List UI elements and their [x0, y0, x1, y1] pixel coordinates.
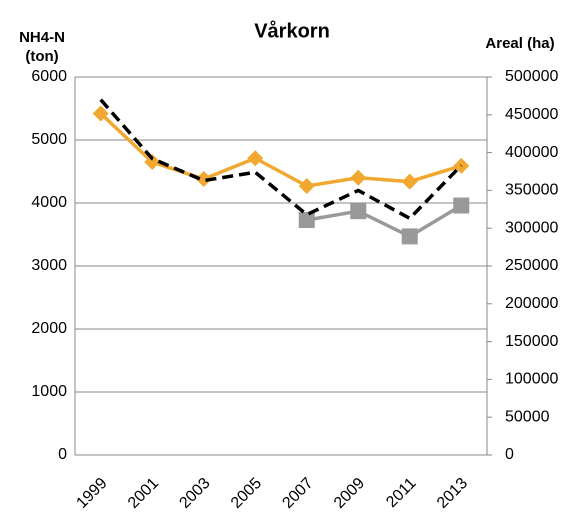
y-tick-label: 6000 — [31, 68, 67, 85]
y2-tick-label: 500000 — [505, 68, 558, 85]
y-tick-label: 0 — [58, 446, 67, 463]
series-line — [99, 112, 462, 188]
x-tick-label: 2011 — [383, 475, 419, 511]
y2-tick-label: 50000 — [505, 408, 550, 425]
y2-tick-label: 250000 — [505, 257, 558, 274]
y-tick-label: 3000 — [31, 257, 67, 274]
y2-tick-label: 450000 — [505, 106, 558, 123]
y2-tick-label: 200000 — [505, 295, 558, 312]
marker — [350, 169, 367, 186]
x-tick-label: 2013 — [434, 475, 471, 512]
y-tick-label: 2000 — [31, 320, 67, 337]
y2-tick-label: 350000 — [505, 182, 558, 199]
y-axis-label: NH4-N — [19, 29, 65, 46]
y2-tick-label: 100000 — [505, 371, 558, 388]
marker — [247, 150, 264, 167]
x-tick-label: 2005 — [228, 475, 265, 512]
x-tick-label: 2007 — [279, 475, 316, 512]
series-line — [306, 204, 463, 239]
marker — [401, 173, 418, 190]
series-line — [99, 98, 463, 221]
y-tick-label: 1000 — [31, 383, 67, 400]
y2-tick-label: 400000 — [505, 144, 558, 161]
y2-tick-label: 300000 — [505, 219, 558, 236]
y-axis-label: (ton) — [25, 48, 58, 65]
y-tick-label: 4000 — [31, 194, 67, 211]
x-tick-label: 2009 — [331, 475, 368, 512]
y2-tick-label: 0 — [505, 446, 514, 463]
marker — [144, 154, 161, 171]
marker — [298, 177, 315, 194]
y2-axis-label: Areal (ha) — [485, 35, 554, 52]
marker — [298, 212, 315, 229]
y2-tick-label: 150000 — [505, 333, 558, 350]
y-tick-label: 5000 — [31, 131, 67, 148]
marker — [195, 171, 212, 188]
x-tick-label: 2003 — [176, 475, 213, 512]
marker — [453, 197, 470, 214]
marker — [350, 203, 367, 220]
marker — [92, 105, 109, 122]
x-tick-label: 2001 — [125, 475, 162, 512]
x-tick-label: 1999 — [73, 475, 110, 512]
marker — [401, 228, 418, 245]
chart-title: Vårkorn — [254, 19, 330, 42]
